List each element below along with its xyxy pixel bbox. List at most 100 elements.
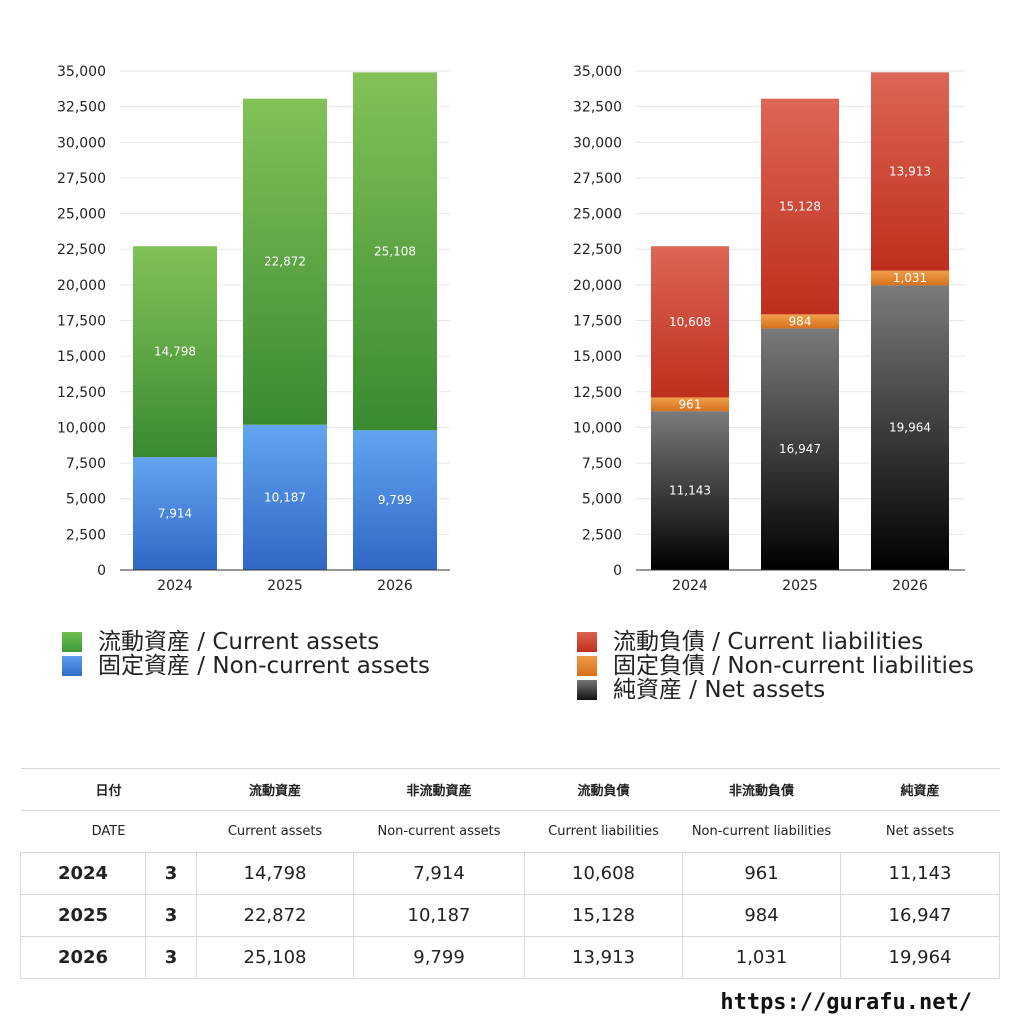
bar-current-liabilities <box>761 98 839 315</box>
data-label: 7,914 <box>158 507 192 521</box>
y-tick-label: 22,500 <box>57 242 106 258</box>
cell-non-current-liabilities: 1,031 <box>682 936 842 979</box>
legend-item-non-current-liabilities: 固定負債 / Non-current liabilities <box>577 654 974 678</box>
y-tick-label: 30,000 <box>57 135 106 151</box>
row-month: 3 <box>144 894 198 937</box>
cell-current-assets: 25,108 <box>196 936 355 979</box>
data-label: 25,108 <box>374 244 416 258</box>
legend-swatch <box>62 656 82 676</box>
header-non-current-assets-jp: 非流動資産 <box>353 768 525 811</box>
y-tick-label: 30,000 <box>573 135 622 151</box>
row-month: 3 <box>144 936 198 979</box>
source-url[interactable]: https://gurafu.net/ <box>720 990 972 1015</box>
row-year: 2025 <box>20 894 146 937</box>
bar-non-current-assets <box>353 430 437 570</box>
legend-item-current-liabilities: 流動負債 / Current liabilities <box>577 630 974 654</box>
data-label: 14,798 <box>154 345 196 359</box>
header-net-assets-jp: 純資産 <box>840 768 1000 811</box>
data-label: 1,031 <box>893 271 927 285</box>
data-label: 10,608 <box>669 315 711 329</box>
header-current-assets-jp: 流動資産 <box>196 768 354 811</box>
data-label: 10,187 <box>264 490 306 504</box>
cell-non-current-liabilities: 961 <box>682 852 842 895</box>
bar-non-current-liabilities <box>651 397 729 412</box>
x-tick-label: 2025 <box>782 578 818 594</box>
y-tick-label: 20,000 <box>57 278 106 294</box>
data-label: 22,872 <box>264 255 306 269</box>
data-label: 13,913 <box>889 164 931 178</box>
y-tick-label: 10,000 <box>57 420 106 436</box>
y-tick-label: 17,500 <box>573 314 622 330</box>
header-date-en: DATE <box>20 810 197 853</box>
header-current-liabilities-jp: 流動負債 <box>524 768 683 811</box>
header-current-liabilities-en: Current liabilities <box>524 810 683 853</box>
bar-non-current-assets <box>133 457 217 570</box>
bar-net-assets <box>871 285 949 570</box>
y-tick-label: 25,000 <box>57 207 106 223</box>
bar-non-current-assets <box>243 424 327 570</box>
bar-net-assets <box>761 328 839 570</box>
legend-swatch <box>577 632 597 652</box>
table-row: 2026 3 25,108 9,799 13,913 1,031 19,964 <box>20 936 1001 979</box>
cell-net-assets: 19,964 <box>840 936 1001 979</box>
x-tick-label: 2024 <box>157 578 193 594</box>
y-tick-label: 7,500 <box>582 456 622 472</box>
data-label: 11,143 <box>669 484 711 498</box>
x-tick-label: 2025 <box>267 578 303 594</box>
data-label: 15,128 <box>779 200 821 214</box>
header-non-current-liabilities-jp: 非流動負債 <box>682 768 841 811</box>
data-label: 9,799 <box>378 493 412 507</box>
y-tick-label: 32,500 <box>57 100 106 116</box>
header-current-assets-en: Current assets <box>196 810 354 853</box>
y-tick-label: 25,000 <box>573 207 622 223</box>
bar-current-liabilities <box>871 72 949 271</box>
x-tick-label: 2026 <box>892 578 928 594</box>
y-tick-label: 22,500 <box>573 242 622 258</box>
legend-label: 固定資産 / Non-current assets <box>98 653 431 679</box>
y-tick-label: 5,000 <box>66 492 106 508</box>
assets-chart: 0 2,500 5,000 7,500 10,000 12,500 15,000 17,500… <box>57 64 450 594</box>
assets-legend: 流動資産 / Current assets 固定資産 / Non-current… <box>62 630 430 678</box>
cell-current-liabilities: 10,608 <box>524 852 684 895</box>
cell-current-assets: 22,872 <box>196 894 355 937</box>
legend-label: 固定負債 / Non-current liabilities <box>613 653 974 679</box>
data-label: 16,947 <box>779 442 821 456</box>
y-tick-label: 12,500 <box>57 385 106 401</box>
charts-canvas: 0 2,500 5,000 7,500 10,000 12,500 15,000 17,500… <box>57 64 965 594</box>
data-label: 961 <box>679 397 702 411</box>
legend-label: 流動負債 / Current liabilities <box>613 629 924 655</box>
y-tick-label: 12,500 <box>573 385 622 401</box>
header-net-assets-en: Net assets <box>840 810 1000 853</box>
cell-current-liabilities: 13,913 <box>524 936 684 979</box>
liabilities-chart: 0 2,500 5,000 7,500 10,000 12,500 15,000 17,500… <box>573 64 965 594</box>
legend-label: 純資産 / Net assets <box>613 677 826 703</box>
cell-net-assets: 16,947 <box>840 894 1001 937</box>
cell-current-assets: 14,798 <box>196 852 355 895</box>
bar-non-current-liabilities <box>871 270 949 286</box>
liabilities-legend: 流動負債 / Current liabilities 固定負債 / Non-cu… <box>577 630 974 702</box>
data-table: 日付 流動資産 非流動資産 流動負債 非流動負債 純資産 DATE Curren… <box>20 768 1001 979</box>
bar-non-current-liabilities <box>761 314 839 329</box>
header-date-jp: 日付 <box>20 768 197 811</box>
x-tick-label: 2024 <box>672 578 708 594</box>
cell-non-current-assets: 10,187 <box>353 894 526 937</box>
bar-current-assets <box>353 72 437 431</box>
y-tick-label: 20,000 <box>573 278 622 294</box>
row-year: 2026 <box>20 936 146 979</box>
y-tick-label: 27,500 <box>57 171 106 187</box>
table-header-row-jp: 日付 流動資産 非流動資産 流動負債 非流動負債 純資産 <box>20 768 1000 811</box>
header-non-current-liabilities-en: Non-current liabilities <box>682 810 841 853</box>
data-label: 984 <box>789 314 812 328</box>
cell-net-assets: 11,143 <box>840 852 1001 895</box>
legend-item-non-current-assets: 固定資産 / Non-current assets <box>62 654 430 678</box>
row-month: 3 <box>144 852 198 895</box>
y-tick-label: 10,000 <box>573 420 622 436</box>
legend-swatch <box>62 632 82 652</box>
cell-current-liabilities: 15,128 <box>524 894 684 937</box>
bar-net-assets <box>651 411 729 570</box>
legend-label: 流動資産 / Current assets <box>98 629 380 655</box>
row-year: 2024 <box>20 852 146 895</box>
header-non-current-assets-en: Non-current assets <box>353 810 525 853</box>
legend-swatch <box>577 680 597 700</box>
y-tick-label: 0 <box>613 563 622 579</box>
